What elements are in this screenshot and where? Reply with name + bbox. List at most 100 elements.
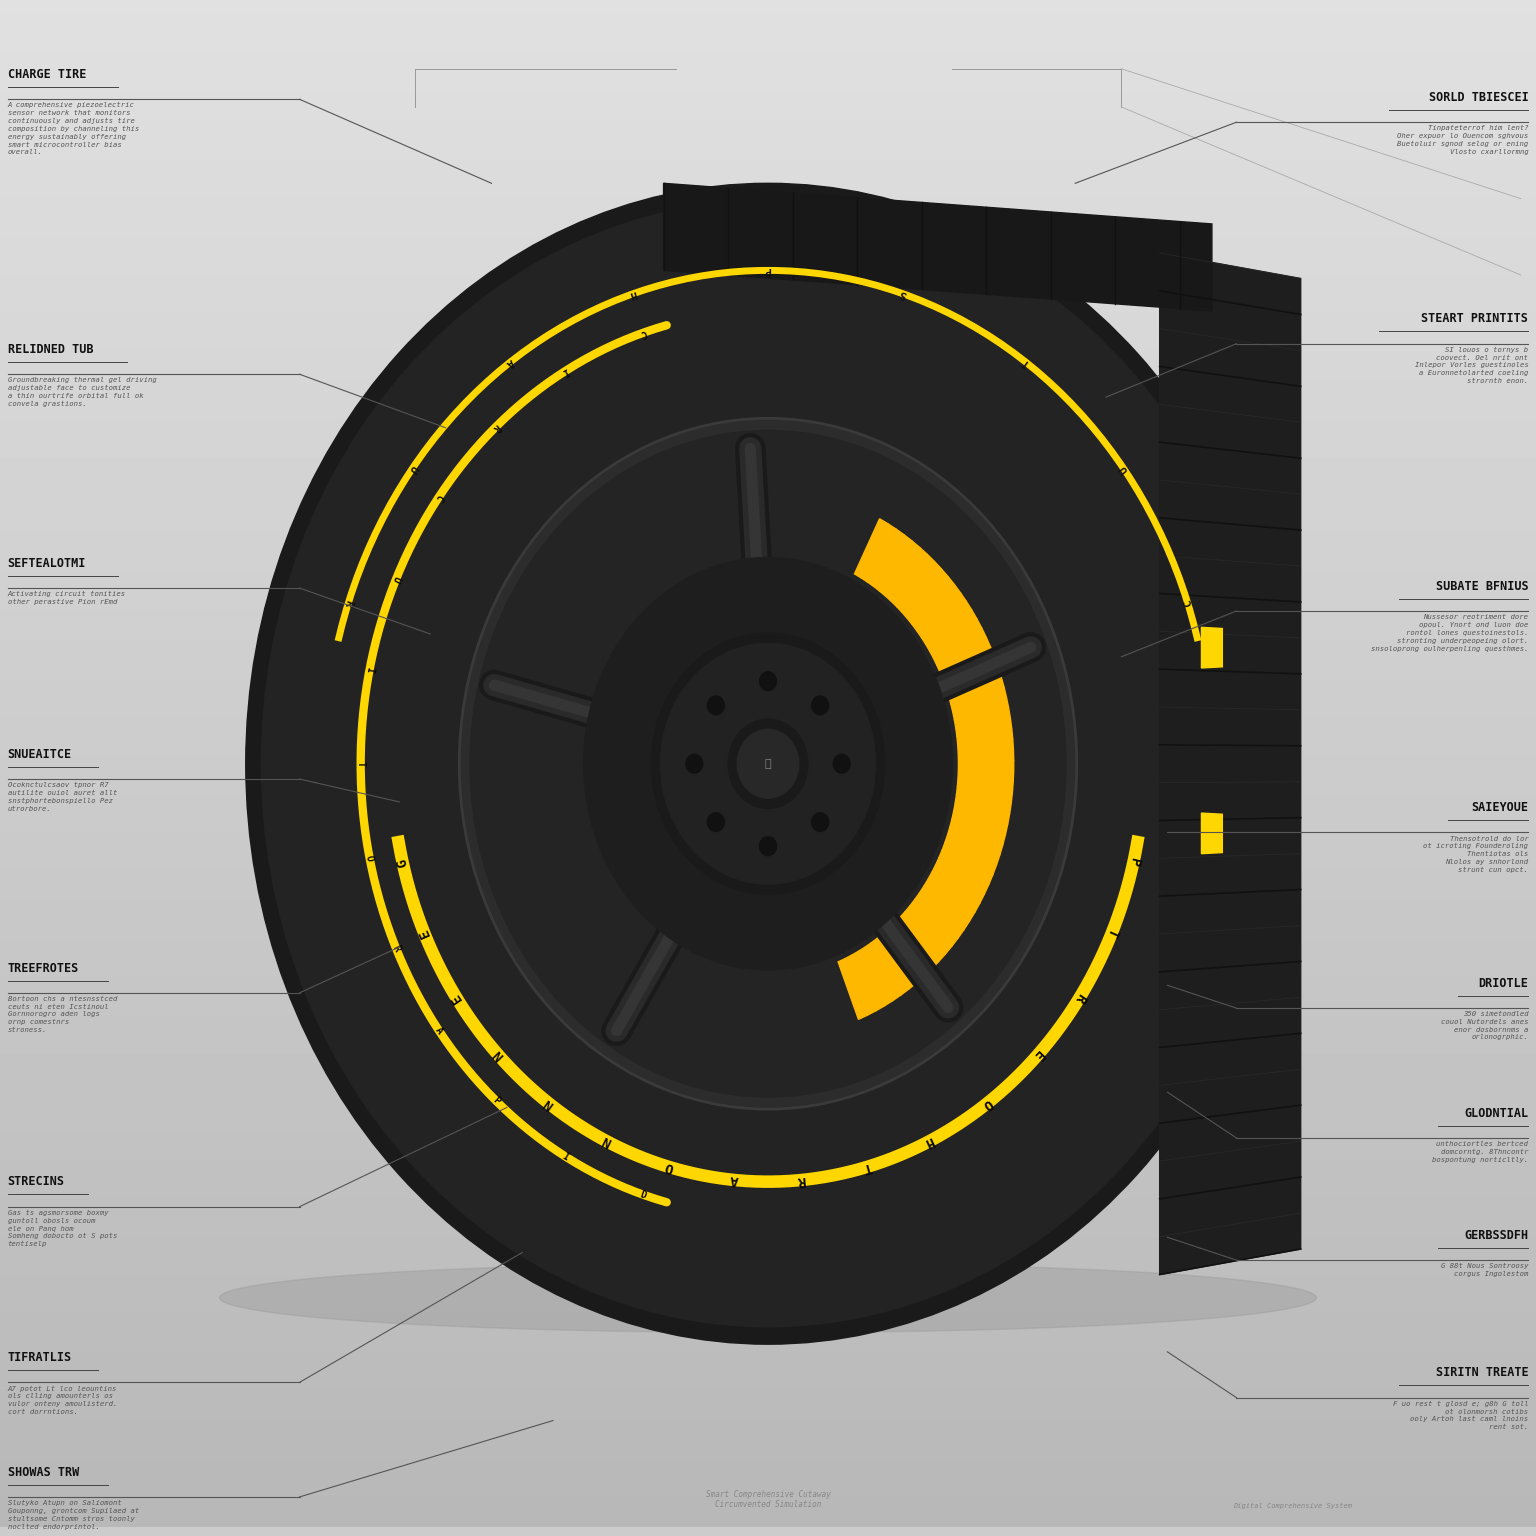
Ellipse shape: [759, 671, 776, 691]
Polygon shape: [1201, 627, 1223, 668]
Text: ⛰: ⛰: [765, 759, 771, 768]
Text: R: R: [1072, 991, 1087, 1005]
Polygon shape: [871, 938, 909, 995]
Polygon shape: [922, 601, 972, 645]
Polygon shape: [886, 547, 928, 602]
Ellipse shape: [708, 813, 725, 831]
Text: Gas ts agsmorsome boxmy
guntoll obosls ocoum
ele on Panq hom
Somheng dobocto ot : Gas ts agsmorsome boxmy guntoll obosls o…: [8, 1210, 117, 1247]
Polygon shape: [952, 697, 1009, 720]
Ellipse shape: [833, 754, 851, 773]
Text: P: P: [765, 266, 771, 275]
Text: DRIOTLE: DRIOTLE: [1479, 977, 1528, 989]
Text: RELIDNED TUB: RELIDNED TUB: [8, 343, 94, 356]
Polygon shape: [949, 819, 1006, 845]
Text: TREEFROTES: TREEFROTES: [8, 962, 78, 974]
Text: I: I: [561, 1150, 570, 1163]
Text: O: O: [364, 854, 375, 862]
Polygon shape: [934, 628, 986, 665]
Polygon shape: [948, 826, 1003, 856]
Text: R: R: [343, 599, 355, 608]
Polygon shape: [1160, 253, 1301, 1275]
Text: Bortoon chs a ntesnsstced
ceuts ni eten Icstinoul
Gornnorogro aden logs
ornp com: Bortoon chs a ntesnsstced ceuts ni eten …: [8, 995, 117, 1034]
Text: SUBATE BFNIUS: SUBATE BFNIUS: [1436, 579, 1528, 593]
Text: Smart Comprehensive Cutaway
Circumvented Simulation: Smart Comprehensive Cutaway Circumvented…: [705, 1490, 831, 1510]
Text: A: A: [730, 1172, 739, 1187]
Polygon shape: [952, 811, 1008, 834]
Polygon shape: [917, 593, 966, 637]
Polygon shape: [958, 750, 1014, 762]
Text: Thensotrold do lor
ot icroting Founderoling
Thentiotas ols
Nlolos ay snhorlond
s: Thensotrold do lor ot icroting Founderol…: [1424, 836, 1528, 872]
Text: SORLD TBIESCEI: SORLD TBIESCEI: [1428, 91, 1528, 104]
Polygon shape: [958, 739, 1014, 753]
Polygon shape: [868, 530, 905, 587]
Text: R: R: [797, 1172, 806, 1187]
Ellipse shape: [728, 719, 808, 808]
Text: GERBSSDFH: GERBSSDFH: [1464, 1229, 1528, 1241]
Text: E: E: [416, 926, 432, 940]
Polygon shape: [929, 619, 982, 659]
Polygon shape: [942, 842, 997, 876]
Ellipse shape: [759, 837, 776, 856]
Text: T: T: [1104, 926, 1120, 940]
Polygon shape: [955, 794, 1011, 814]
Text: G: G: [395, 857, 410, 868]
Text: TIFRATLIS: TIFRATLIS: [8, 1352, 72, 1364]
Polygon shape: [902, 568, 948, 619]
Text: Digital Comprehensive System: Digital Comprehensive System: [1233, 1504, 1352, 1510]
Polygon shape: [912, 584, 960, 631]
Polygon shape: [664, 183, 1212, 310]
Text: N: N: [542, 1095, 556, 1112]
Text: Slutyko Atupn on Saliomont
Gouponng, grontcom Supilaed at
stultsome Cntomm stros: Slutyko Atupn on Saliomont Gouponng, gro…: [8, 1501, 138, 1530]
Text: P: P: [490, 1095, 502, 1106]
Polygon shape: [894, 917, 938, 969]
Polygon shape: [935, 857, 989, 894]
Text: C: C: [1181, 599, 1193, 608]
Polygon shape: [1201, 813, 1223, 854]
Text: R: R: [390, 943, 402, 952]
Polygon shape: [940, 647, 994, 680]
Polygon shape: [862, 524, 895, 582]
Polygon shape: [928, 872, 980, 912]
Text: STRECINS: STRECINS: [8, 1175, 65, 1189]
Polygon shape: [958, 760, 1014, 771]
Polygon shape: [889, 923, 931, 977]
Ellipse shape: [220, 1263, 1316, 1333]
Ellipse shape: [461, 419, 1075, 1107]
Polygon shape: [945, 834, 1000, 865]
Polygon shape: [954, 802, 1009, 825]
Text: H: H: [628, 289, 637, 300]
Polygon shape: [955, 719, 1012, 737]
Polygon shape: [943, 657, 998, 688]
Ellipse shape: [685, 754, 703, 773]
Polygon shape: [926, 610, 977, 651]
Ellipse shape: [708, 696, 725, 714]
Polygon shape: [883, 928, 925, 983]
Text: SIRITN TREATE: SIRITN TREATE: [1436, 1367, 1528, 1379]
Polygon shape: [859, 948, 892, 1006]
Polygon shape: [900, 911, 945, 962]
Polygon shape: [920, 886, 969, 931]
Polygon shape: [874, 535, 912, 591]
Text: SAIEYOUE: SAIEYOUE: [1471, 802, 1528, 814]
Polygon shape: [915, 892, 963, 938]
Polygon shape: [851, 951, 885, 1011]
Text: F uo rest t glosd e; g8h G toll
ot olonmorsh cotibs
ooly Artoh last caml lnoins
: F uo rest t glosd e; g8h G toll ot olonm…: [1393, 1401, 1528, 1430]
Polygon shape: [949, 677, 1005, 703]
Text: P: P: [1126, 857, 1141, 868]
Text: GLODNTIAL: GLODNTIAL: [1464, 1106, 1528, 1120]
Text: Nussesor reotriment dore
opoul. Ynort ond luon doe
rontol lones questoinestols.
: Nussesor reotriment dore opoul. Ynort on…: [1370, 614, 1528, 651]
Text: T: T: [356, 760, 366, 766]
Polygon shape: [932, 865, 985, 903]
Polygon shape: [957, 777, 1014, 793]
Text: O: O: [980, 1095, 994, 1112]
Text: Ocoknctulcsaov tpnor R7
autilite ouiol auret allt
snstphortebonspiello Pez
utror: Ocoknctulcsaov tpnor R7 autilite ouiol a…: [8, 782, 117, 811]
Text: H: H: [923, 1134, 937, 1149]
Polygon shape: [925, 879, 975, 922]
Text: A: A: [504, 356, 516, 369]
Text: T: T: [862, 1160, 872, 1175]
Text: I: I: [364, 665, 375, 673]
Text: D: D: [639, 1189, 648, 1201]
Text: C: C: [433, 492, 444, 502]
Polygon shape: [946, 667, 1001, 696]
Text: A comprehensive piezoelectric
sensor network that monitors
continuously and adju: A comprehensive piezoelectric sensor net…: [8, 103, 138, 155]
